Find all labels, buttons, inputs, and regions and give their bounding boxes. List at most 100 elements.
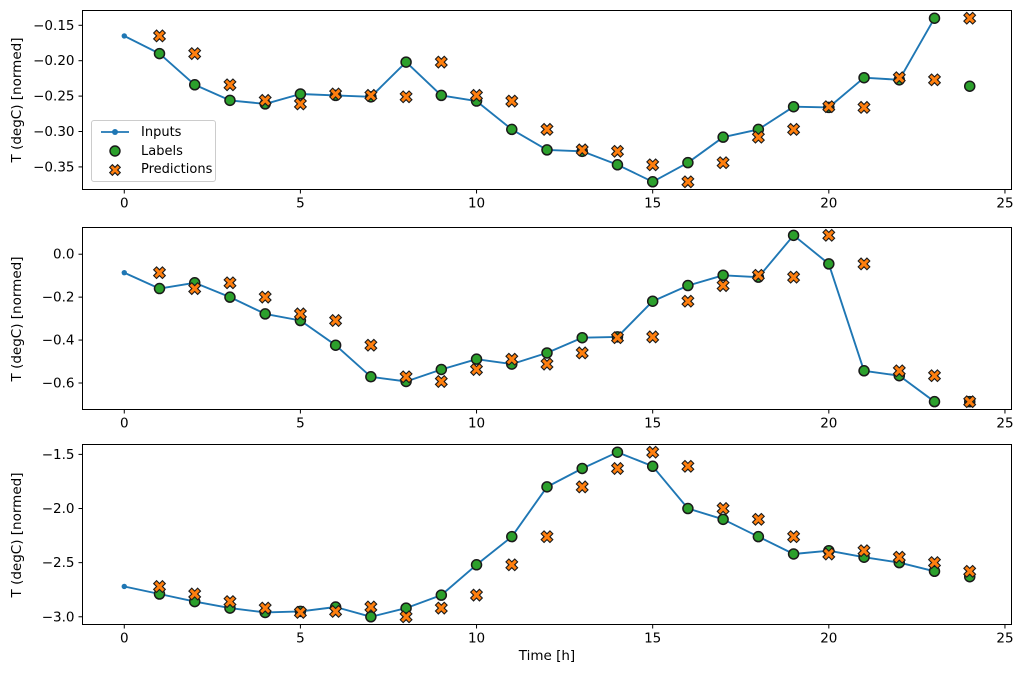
- predictions-marker: [786, 530, 801, 544]
- x-tick-label: 15: [644, 196, 661, 212]
- predictions-marker: [927, 369, 942, 383]
- predictions-marker: [681, 459, 695, 473]
- predictions-marker: [152, 579, 167, 594]
- inputs-line: [123, 17, 936, 183]
- labels-marker: [541, 347, 553, 359]
- labels-marker: [682, 156, 694, 169]
- y-axis-label-subplot-1: T (degC) [normed]: [9, 37, 25, 163]
- predictions-marker: [822, 100, 836, 114]
- predictions-marker: [963, 564, 977, 578]
- x-axis-label: Time [h]: [518, 648, 576, 664]
- x-tick-label: 5: [296, 416, 305, 432]
- inputs-marker: [121, 33, 127, 39]
- labels-marker: [188, 79, 201, 91]
- predictions-marker: [188, 46, 202, 61]
- legend-item-inputs: Inputs: [100, 123, 207, 142]
- predictions-marker: [434, 374, 448, 389]
- predictions-marker: [681, 294, 695, 308]
- labels-circle-icon: [109, 145, 121, 157]
- x-tick-label: 10: [468, 416, 485, 432]
- x-tick-label: 0: [120, 631, 129, 647]
- subplot-3: 0 5 10 15 20 25 −1.5 −2.0 −2.5 −3.0: [42, 444, 1014, 647]
- inputs-marker: [121, 269, 127, 276]
- inputs-line: [123, 234, 936, 403]
- labels-marker: [435, 363, 448, 376]
- predictions-marker: [505, 352, 519, 366]
- y-tick-label: −0.6: [42, 375, 75, 391]
- legend: Inputs Labels Predictions: [91, 120, 216, 182]
- labels-marker: [717, 513, 729, 526]
- y-axis-label-subplot-3: T (degC) [normed]: [9, 472, 25, 597]
- x-tick-label: 15: [644, 416, 661, 432]
- predictions-marker: [786, 270, 801, 284]
- y-tick-label: −0.35: [33, 159, 74, 175]
- inputs-line: [124, 451, 935, 618]
- labels-marker: [435, 89, 448, 102]
- x-tick-label: 5: [296, 196, 305, 212]
- labels-marker: [787, 548, 800, 560]
- predictions-marker: [927, 73, 942, 87]
- x-tick-label: 0: [120, 416, 129, 432]
- x-tick-label: 20: [820, 416, 837, 432]
- labels-marker: [506, 123, 518, 136]
- labels-marker: [153, 47, 166, 60]
- y-tick-label: −1.5: [42, 447, 75, 463]
- predictions-marker: [258, 93, 272, 108]
- labels-marker: [928, 395, 941, 408]
- predictions-marker: [751, 268, 766, 282]
- predictions-marker: [575, 480, 589, 494]
- predictions-marker: [223, 594, 237, 609]
- labels-marker: [435, 589, 448, 601]
- predictions-marker: [293, 97, 308, 111]
- predictions-marker: [328, 87, 343, 101]
- x-tick-label: 25: [996, 196, 1013, 212]
- legend-label-labels: Labels: [141, 143, 183, 159]
- legend-item-predictions: Predictions: [100, 160, 212, 179]
- x-tick-label: 20: [820, 196, 837, 212]
- labels-marker: [646, 176, 659, 188]
- labels-marker: [823, 258, 835, 270]
- predictions-marker: [223, 276, 237, 290]
- labels-marker: [541, 144, 553, 156]
- inputs-marker: [121, 583, 127, 590]
- y-tick-label: −0.20: [33, 53, 74, 69]
- labels-marker: [259, 308, 271, 320]
- predictions-marker: [364, 600, 378, 614]
- labels-marker: [153, 282, 166, 295]
- predictions-marker: [188, 281, 202, 296]
- labels-marker: [224, 94, 236, 107]
- labels-marker: [646, 460, 659, 473]
- labels-marker: [365, 611, 377, 623]
- x-tick-label: 15: [644, 631, 661, 647]
- predictions-marker: [188, 587, 202, 601]
- predictions-marker: [927, 555, 942, 570]
- predictions-marker: [540, 530, 554, 544]
- predictions-marker: [152, 29, 167, 43]
- x-tick-label: 10: [468, 631, 485, 647]
- predictions-marker: [857, 257, 871, 271]
- labels-marker: [858, 365, 870, 377]
- y-tick-label: −0.4: [42, 333, 75, 349]
- predictions-marker: [399, 370, 413, 384]
- predictions-marker: [328, 313, 343, 328]
- labels-marker: [928, 12, 941, 24]
- y-tick-label: −0.25: [33, 89, 74, 105]
- labels-marker: [576, 331, 588, 344]
- predictions-marker: [293, 605, 308, 620]
- predictions-marker: [364, 88, 378, 103]
- predictions-marker: [505, 558, 519, 572]
- predictions-marker: [575, 143, 589, 157]
- labels-marker: [717, 269, 729, 282]
- predictions-x-icon: [108, 163, 122, 176]
- labels-marker: [470, 559, 483, 571]
- predictions-marker: [434, 55, 448, 69]
- predictions-marker: [610, 144, 625, 158]
- labels-marker: [576, 462, 588, 475]
- x-tick-label: 5: [296, 631, 305, 647]
- subplot-2: 0 5 10 15 20 25 0.0 −0.2 −0.4 −0.6: [42, 227, 1014, 432]
- labels-marker: [682, 502, 694, 515]
- predictions-marker: [716, 501, 730, 516]
- legend-item-labels: Labels: [100, 142, 207, 161]
- predictions-marker: [364, 338, 378, 352]
- axes-border: [82, 444, 1012, 625]
